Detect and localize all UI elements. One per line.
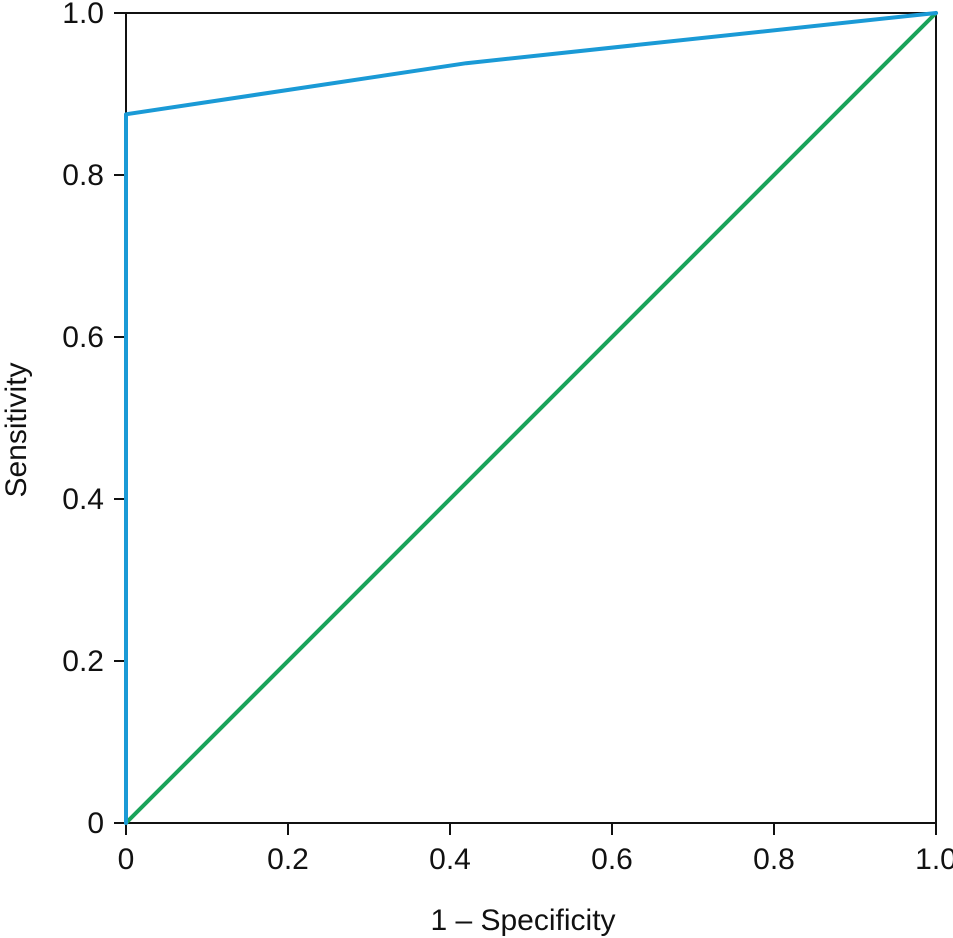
y-tick-label: 0.8 xyxy=(62,159,104,192)
y-tick-label: 0.2 xyxy=(62,645,104,678)
y-tick-label: 1.0 xyxy=(62,0,104,30)
x-tick-label: 0.6 xyxy=(591,843,633,876)
reference-diagonal-line xyxy=(124,11,938,825)
x-tick-label: 0 xyxy=(118,843,135,876)
y-tick-label: 0 xyxy=(87,807,104,840)
roc-curve-line xyxy=(124,11,938,825)
y-tick-label: 0.4 xyxy=(62,483,104,516)
axis-ticks: 0 0.2 0.4 0.6 0.8 1.0 0 0.2 0.4 0.6 0.8 1.0 xyxy=(62,0,953,876)
y-tick-label: 0.6 xyxy=(62,321,104,354)
x-tick-label: 0.2 xyxy=(267,843,309,876)
series-layer xyxy=(124,11,938,825)
x-axis-title: 1 – Specificity xyxy=(430,904,615,937)
x-tick-label: 1.0 xyxy=(915,843,953,876)
x-tick-label: 0.4 xyxy=(429,843,471,876)
y-axis-title: Sensitivity xyxy=(0,362,33,497)
x-tick-label: 0.8 xyxy=(753,843,795,876)
